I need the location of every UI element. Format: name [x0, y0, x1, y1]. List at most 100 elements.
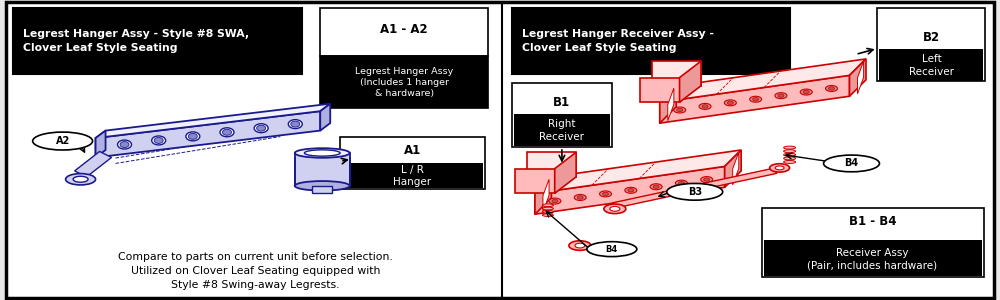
Ellipse shape	[784, 146, 796, 149]
Ellipse shape	[704, 178, 710, 181]
Ellipse shape	[775, 166, 784, 170]
Ellipse shape	[569, 241, 591, 250]
Ellipse shape	[701, 177, 713, 182]
Ellipse shape	[542, 211, 553, 213]
Ellipse shape	[702, 105, 708, 108]
Polygon shape	[75, 152, 112, 177]
Ellipse shape	[829, 87, 835, 90]
Text: Legrest Hanger Receiver Assy -
Clover Leaf Style Seating: Legrest Hanger Receiver Assy - Clover Le…	[522, 29, 714, 53]
Ellipse shape	[628, 189, 634, 192]
Bar	[762, 208, 984, 277]
Polygon shape	[96, 104, 330, 138]
Polygon shape	[312, 186, 332, 193]
Ellipse shape	[770, 164, 790, 172]
Ellipse shape	[154, 137, 163, 143]
Ellipse shape	[677, 108, 683, 112]
Polygon shape	[668, 88, 674, 121]
Bar	[320, 8, 488, 56]
Ellipse shape	[600, 191, 612, 197]
Bar	[877, 8, 985, 81]
Text: B1: B1	[553, 96, 570, 109]
Ellipse shape	[220, 128, 234, 137]
Bar	[342, 163, 483, 188]
Polygon shape	[858, 61, 864, 94]
Ellipse shape	[254, 124, 268, 133]
Bar	[512, 83, 612, 147]
Polygon shape	[96, 111, 320, 158]
Ellipse shape	[826, 85, 838, 91]
Bar	[340, 136, 485, 189]
Ellipse shape	[678, 182, 684, 185]
Polygon shape	[527, 152, 576, 177]
Ellipse shape	[549, 198, 561, 204]
Ellipse shape	[118, 140, 132, 149]
Ellipse shape	[699, 103, 711, 109]
Ellipse shape	[73, 176, 88, 182]
Ellipse shape	[577, 196, 583, 199]
Polygon shape	[612, 169, 777, 208]
Ellipse shape	[603, 192, 609, 196]
Text: Legrest Hanger Assy - Style #8 SWA,
Clover Leaf Style Seating: Legrest Hanger Assy - Style #8 SWA, Clov…	[23, 29, 249, 53]
Ellipse shape	[288, 120, 302, 129]
Ellipse shape	[803, 90, 809, 94]
Circle shape	[824, 155, 879, 172]
Ellipse shape	[727, 101, 733, 104]
Text: A1: A1	[403, 143, 421, 157]
Ellipse shape	[784, 157, 796, 160]
Bar	[13, 8, 302, 74]
Polygon shape	[96, 130, 106, 158]
Text: B4: B4	[606, 244, 618, 253]
Text: B3: B3	[688, 187, 702, 197]
Ellipse shape	[775, 93, 787, 99]
Polygon shape	[535, 177, 551, 214]
Text: Right
Receiver: Right Receiver	[539, 119, 584, 142]
Polygon shape	[515, 169, 555, 193]
Ellipse shape	[604, 204, 626, 214]
Ellipse shape	[542, 214, 553, 216]
Bar	[764, 241, 982, 276]
Ellipse shape	[188, 134, 197, 140]
Text: L / R
Hanger: L / R Hanger	[393, 165, 431, 187]
Polygon shape	[850, 59, 866, 96]
Ellipse shape	[653, 185, 659, 188]
Ellipse shape	[650, 184, 662, 190]
Polygon shape	[725, 150, 741, 187]
Ellipse shape	[800, 89, 812, 95]
Ellipse shape	[291, 121, 300, 127]
Text: Compare to parts on current unit before selection.
Utilized on Clover Leaf Seati: Compare to parts on current unit before …	[118, 252, 393, 290]
Polygon shape	[680, 61, 701, 102]
Polygon shape	[660, 75, 850, 123]
Ellipse shape	[186, 132, 200, 141]
Ellipse shape	[575, 243, 585, 248]
Ellipse shape	[304, 150, 340, 156]
Polygon shape	[660, 59, 866, 102]
Ellipse shape	[66, 174, 96, 185]
Ellipse shape	[542, 204, 553, 207]
Polygon shape	[660, 86, 676, 123]
Ellipse shape	[675, 180, 687, 186]
Ellipse shape	[257, 125, 266, 131]
Ellipse shape	[120, 142, 129, 148]
Ellipse shape	[152, 136, 166, 145]
Ellipse shape	[778, 94, 784, 97]
Polygon shape	[640, 78, 680, 102]
Circle shape	[33, 132, 93, 150]
Ellipse shape	[750, 96, 762, 102]
Ellipse shape	[574, 194, 586, 200]
Text: Left
Receiver: Left Receiver	[909, 54, 954, 77]
Polygon shape	[733, 152, 739, 185]
Polygon shape	[535, 150, 741, 193]
Ellipse shape	[784, 153, 796, 156]
Ellipse shape	[295, 148, 350, 158]
Text: A2: A2	[55, 136, 70, 146]
Ellipse shape	[222, 129, 231, 135]
Bar	[514, 114, 610, 146]
Polygon shape	[543, 179, 549, 212]
Text: Legrest Hanger Assy
(Includes 1 hanger
& hardware): Legrest Hanger Assy (Includes 1 hanger &…	[355, 67, 453, 98]
Circle shape	[667, 183, 723, 200]
Text: A1 - A2: A1 - A2	[380, 22, 428, 36]
Text: B4: B4	[844, 158, 859, 168]
Circle shape	[587, 242, 637, 256]
Polygon shape	[320, 104, 330, 130]
Ellipse shape	[784, 160, 796, 164]
